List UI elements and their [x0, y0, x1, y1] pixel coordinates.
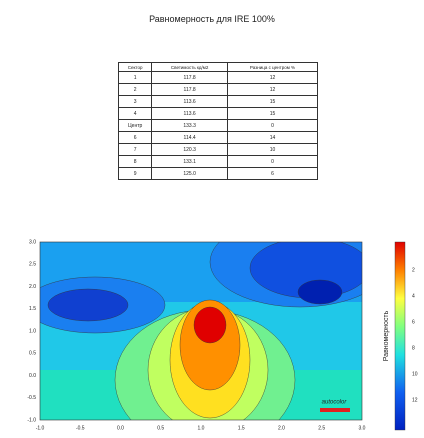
- table-cell: 2: [117, 83, 153, 96]
- table-row: 9 125.0 6: [117, 167, 319, 180]
- color-bar: [394, 241, 406, 431]
- table-row: 7 120.3 10: [117, 143, 319, 156]
- report-title: Равномерность для IRE 100%: [149, 14, 275, 24]
- y-tick-label: 2.0: [29, 284, 36, 290]
- contour-field: [40, 242, 362, 420]
- colorbar-label: Равномерность: [383, 310, 390, 361]
- x-tick-label: -0.5: [76, 425, 85, 431]
- colorbar-tick-label: 12: [412, 397, 418, 403]
- results-table: Сектор Светимость кд/м2 Разница с центром …: [117, 62, 319, 180]
- table-cell: 125.0: [151, 167, 228, 180]
- table-cell: 9: [117, 167, 153, 180]
- table-row: 2 117.8 12: [117, 83, 319, 96]
- y-tick-label: 3.0: [29, 239, 36, 245]
- colorbar-tick-label: 8: [412, 345, 415, 351]
- y-tick-label: 1.0: [29, 328, 36, 334]
- x-tick-label: 0.5: [157, 425, 164, 431]
- colorbar-tick-label: 6: [412, 319, 415, 325]
- colorbar-tick-label: 10: [412, 371, 418, 377]
- x-tick-label: 3.0: [359, 425, 366, 431]
- y-tick-label: 1.5: [29, 306, 36, 312]
- colorbar-tick-label: 4: [412, 293, 415, 299]
- x-tick-label: 1.5: [238, 425, 245, 431]
- y-tick-label: 0.0: [29, 373, 36, 379]
- x-tick-label: 1.0: [198, 425, 205, 431]
- y-tick-label: 2.5: [29, 262, 36, 268]
- x-tick-label: 2.0: [278, 425, 285, 431]
- colorbar-tick-label: 2: [412, 267, 415, 273]
- table-cell: 6: [226, 167, 319, 180]
- x-tick-label: -1.0: [36, 425, 45, 431]
- x-tick-label: 0.0: [117, 425, 124, 431]
- watermark: autocolor: [322, 400, 348, 406]
- y-tick-label: -0.5: [27, 395, 36, 401]
- y-tick-label: 0.5: [29, 351, 36, 357]
- x-tick-label: 2.5: [318, 425, 325, 431]
- y-tick-label: -1.0: [27, 417, 36, 423]
- table-row: 4 113.6 15: [117, 107, 319, 120]
